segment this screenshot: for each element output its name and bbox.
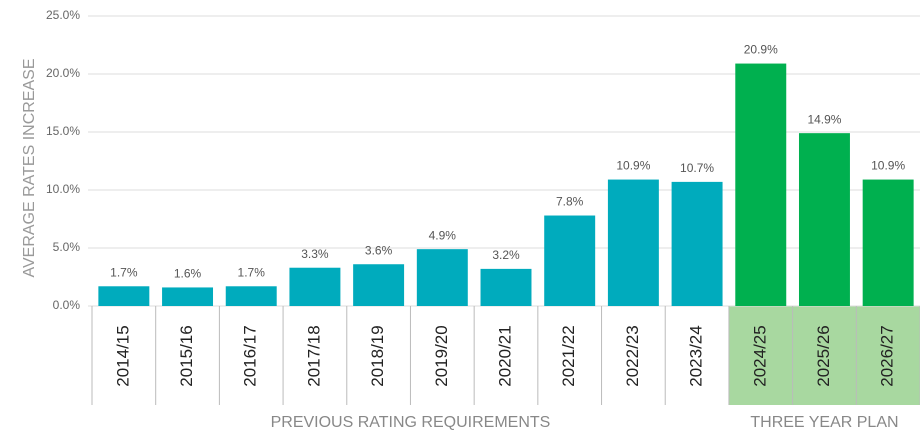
x-tick-label: 2026/27 [878, 325, 897, 386]
x-tick-label: 2017/18 [304, 325, 323, 386]
bar [798, 133, 850, 306]
bar [544, 215, 596, 306]
y-tick-label: 10.0% [46, 182, 80, 196]
value-label: 3.2% [492, 248, 520, 262]
x-tick-label: 2022/23 [623, 325, 642, 386]
x-tick-label: 2015/16 [177, 325, 196, 386]
value-label: 7.8% [556, 195, 584, 209]
x-tick-label: 2023/24 [687, 325, 706, 386]
value-label: 10.9% [871, 159, 905, 173]
y-tick-label: 5.0% [53, 240, 81, 254]
bar [225, 286, 277, 306]
y-axis-title: AVERAGE RATES INCREASE [21, 58, 38, 277]
group-label: THREE YEAR PLAN [750, 414, 898, 431]
value-label: 3.6% [365, 243, 393, 257]
bar [353, 264, 405, 306]
x-tick-label: 2021/22 [559, 325, 578, 386]
value-label: 14.9% [807, 112, 841, 126]
value-label: 1.7% [110, 265, 138, 279]
bar [671, 181, 723, 306]
y-tick-label: 20.0% [46, 66, 80, 80]
bar [162, 287, 214, 306]
x-tick-label: 2016/17 [241, 325, 260, 386]
bar [289, 267, 341, 306]
bar [480, 268, 532, 306]
x-tick-label: 2019/20 [432, 325, 451, 386]
value-label: 1.6% [174, 267, 202, 281]
x-tick-label: 2024/25 [750, 325, 769, 386]
bar [607, 179, 659, 306]
bar [735, 63, 787, 307]
bar [416, 249, 468, 306]
bar [862, 179, 914, 306]
x-tick-label: 2018/19 [368, 325, 387, 386]
y-tick-label: 15.0% [46, 124, 80, 138]
value-label: 4.9% [429, 228, 457, 242]
group-label: PREVIOUS RATING REQUIREMENTS [271, 414, 551, 431]
x-tick-label: 2014/15 [113, 325, 132, 386]
y-tick-label: 0.0% [53, 298, 81, 312]
x-tick-label: 2025/26 [814, 325, 833, 386]
value-label: 3.3% [301, 247, 329, 261]
bar [98, 286, 150, 306]
x-tick-label: 2020/21 [495, 325, 514, 386]
y-tick-label: 25.0% [46, 8, 80, 22]
value-label: 10.7% [680, 161, 714, 175]
category-band [728, 306, 920, 405]
value-label: 1.7% [238, 265, 266, 279]
value-label: 10.9% [616, 159, 650, 173]
value-label: 20.9% [744, 43, 778, 57]
